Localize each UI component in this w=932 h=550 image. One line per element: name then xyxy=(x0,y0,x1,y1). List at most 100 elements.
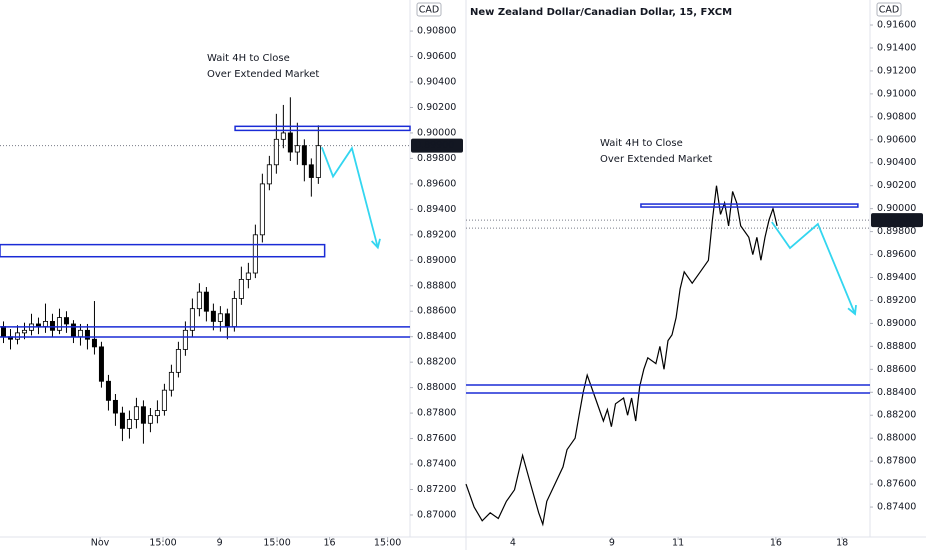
y-tick-label: 0.89000 xyxy=(417,255,456,266)
candle-body xyxy=(238,278,244,299)
y-tick-label: 0.87000 xyxy=(417,509,456,520)
candle-body xyxy=(252,234,258,274)
candle-body xyxy=(287,132,293,153)
candle-body xyxy=(91,338,97,348)
y-tick-label: 0.91600 xyxy=(877,20,916,31)
y-tick-label: 0.88600 xyxy=(417,306,456,317)
arrow-head xyxy=(370,238,381,250)
y-tick-label: 0.89800 xyxy=(417,153,456,164)
y-tick-label: 0.89800 xyxy=(877,226,916,237)
candle-body xyxy=(63,317,69,325)
x-tick-label: 18 xyxy=(836,538,848,549)
x-tick-label: 16 xyxy=(770,538,782,549)
candle-body xyxy=(196,291,202,310)
currency-box xyxy=(876,2,902,17)
y-tick-label: 0.88200 xyxy=(877,410,916,421)
y-tick-label: 0.89200 xyxy=(877,295,916,306)
candle-body xyxy=(119,412,125,429)
candle-body xyxy=(168,371,174,391)
chart-title: New Zealand Dollar/Canadian Dollar, 15, … xyxy=(470,7,732,18)
y-tick-label: 0.89000 xyxy=(877,318,916,329)
candle-body xyxy=(266,164,272,185)
x-tick-label: 9 xyxy=(609,538,615,549)
y-tick-label: 0.89400 xyxy=(877,272,916,283)
y-tick-label: 0.91400 xyxy=(877,42,916,53)
candle-body xyxy=(98,346,104,382)
candle-body xyxy=(56,317,62,331)
y-tick-label: 0.87800 xyxy=(877,456,916,467)
candle-body xyxy=(203,291,209,312)
y-tick-label: 0.89600 xyxy=(417,178,456,189)
y-tick-label: 0.88000 xyxy=(877,433,916,444)
candle-body xyxy=(308,164,314,178)
currency-label: CAD xyxy=(879,5,899,16)
last-price-box xyxy=(871,213,923,228)
annotation: Wait 4H to Close xyxy=(600,138,683,149)
candle-body xyxy=(21,329,27,334)
candle-body xyxy=(35,323,41,327)
candle-body xyxy=(301,145,307,166)
candle-body xyxy=(49,321,55,331)
y-tick-label: 0.90600 xyxy=(417,51,456,62)
y-tick-label: 0.87800 xyxy=(417,408,456,419)
currency-box xyxy=(416,2,442,17)
y-tick-label: 0.90200 xyxy=(417,102,456,113)
candle-body xyxy=(182,329,188,350)
y-tick-label: 0.90800 xyxy=(877,111,916,122)
candle-body xyxy=(210,310,216,322)
candle-body xyxy=(84,329,90,340)
y-tick-label: 0.90800 xyxy=(417,26,456,37)
last-price-label: 0.89900 xyxy=(415,140,454,151)
x-tick-label: 15:00 xyxy=(374,538,401,549)
y-tick-label: 0.90400 xyxy=(877,157,916,168)
y-tick-label: 0.90200 xyxy=(877,180,916,191)
candle-body xyxy=(231,298,237,327)
x-tick-label: 9 xyxy=(217,538,223,549)
candle-body xyxy=(154,410,160,417)
y-tick-label: 0.89200 xyxy=(417,229,456,240)
x-tick-label: 15:00 xyxy=(263,538,290,549)
y-tick-label: 0.87400 xyxy=(417,459,456,470)
currency-label: CAD xyxy=(419,5,439,16)
annotation: Wait 4H to Close xyxy=(207,53,290,64)
x-tick-label: 11 xyxy=(672,538,684,549)
y-tick-label: 0.88800 xyxy=(877,341,916,352)
zone xyxy=(0,243,326,258)
annotation: Over Extended Market xyxy=(207,69,319,80)
projection-arrow xyxy=(321,146,379,248)
y-tick-label: 0.88600 xyxy=(877,364,916,375)
y-tick-label: 0.89400 xyxy=(417,204,456,215)
candle-body xyxy=(105,380,111,401)
x-tick-label: 4 xyxy=(510,538,516,549)
candle-body xyxy=(70,323,76,338)
candle-body xyxy=(175,349,181,373)
y-tick-label: 0.88000 xyxy=(417,382,456,393)
zone xyxy=(234,125,411,132)
candle-body xyxy=(0,326,6,338)
y-tick-label: 0.87600 xyxy=(417,433,456,444)
candle-body xyxy=(147,415,153,424)
price-line-series xyxy=(465,185,778,527)
x-tick-label: Nov xyxy=(91,538,110,549)
candle-body xyxy=(259,183,265,236)
y-tick-label: 0.88400 xyxy=(877,387,916,398)
x-tick-label: 16 xyxy=(323,538,335,549)
candle-body xyxy=(245,272,251,280)
arrow-head xyxy=(847,304,857,316)
y-tick-label: 0.90400 xyxy=(417,77,456,88)
y-tick-label: 0.88200 xyxy=(417,357,456,368)
candle-body xyxy=(224,313,230,327)
candle-body xyxy=(140,406,146,424)
candle-body xyxy=(273,138,279,166)
zone xyxy=(640,203,859,208)
projection-arrow xyxy=(771,221,856,315)
y-tick-label: 0.87400 xyxy=(877,502,916,513)
y-tick-label: 0.87200 xyxy=(417,484,456,495)
candle-body xyxy=(14,332,20,340)
annotation: Over Extended Market xyxy=(600,154,712,165)
candle-body xyxy=(42,321,48,327)
y-tick-label: 0.89600 xyxy=(877,249,916,260)
last-price-box xyxy=(411,138,463,153)
last-price-label: 0.89900 xyxy=(875,215,914,226)
